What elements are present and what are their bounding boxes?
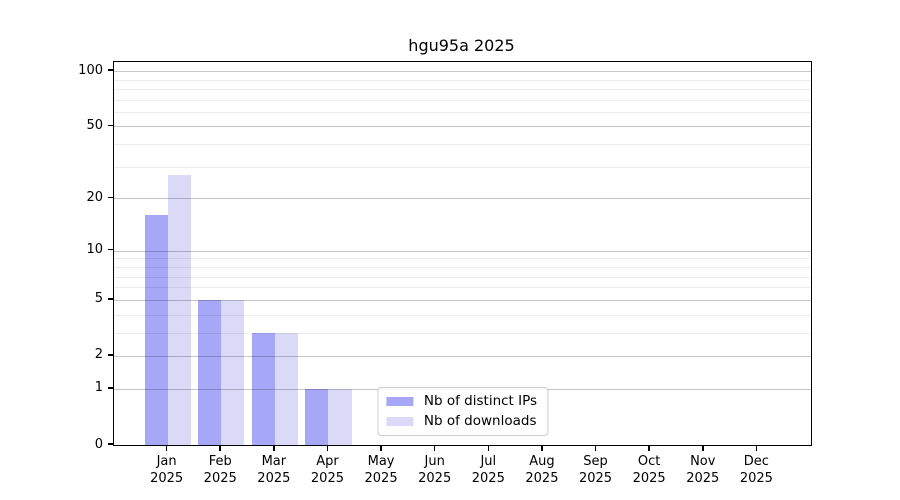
y-tick-mark	[108, 298, 113, 300]
gridline-minor	[114, 276, 811, 278]
gridline-minor	[114, 144, 811, 146]
y-tick-label: 50	[86, 117, 103, 133]
gridline-minor	[114, 88, 811, 90]
x-tick-label: Jun 2025	[418, 454, 452, 486]
x-tick-label: Feb 2025	[203, 454, 237, 486]
x-tick-mark	[380, 445, 382, 451]
gridline-major	[114, 250, 811, 252]
y-tick-mark	[108, 69, 113, 71]
gridline-minor	[114, 258, 811, 260]
gridline-major	[114, 71, 811, 73]
legend-row-downloads: Nb of downloads	[385, 413, 537, 429]
gridline-minor	[114, 166, 811, 168]
x-tick-label: Jul 2025	[471, 454, 505, 486]
x-tick-label: May 2025	[364, 454, 398, 486]
legend-row-distinct-ips: Nb of distinct IPs	[385, 393, 538, 409]
x-tick-label: Dec 2025	[739, 454, 773, 486]
bar-distinct-ips	[305, 388, 329, 445]
gridline-minor	[114, 99, 811, 101]
bar-downloads	[167, 175, 191, 445]
x-tick-mark	[702, 445, 704, 451]
gridline-minor	[114, 266, 811, 268]
gridline-major	[114, 126, 811, 128]
x-tick-mark	[433, 445, 436, 451]
bar-downloads	[221, 299, 245, 445]
legend-swatch-distinct-ips	[385, 396, 413, 406]
x-tick-mark	[594, 445, 597, 451]
x-tick-label: Apr 2025	[310, 454, 344, 486]
x-tick-label: Nov 2025	[686, 454, 720, 486]
gridline-major	[114, 198, 811, 200]
gridline-minor	[114, 111, 811, 113]
y-tick-mark	[108, 248, 113, 251]
bar-downloads	[328, 388, 352, 445]
legend-label-downloads: Nb of downloads	[423, 413, 537, 429]
y-tick-label: 0	[94, 436, 103, 452]
x-tick-mark	[165, 445, 168, 451]
bar-downloads	[274, 332, 298, 445]
x-tick-mark	[648, 445, 650, 451]
y-tick-label: 1	[94, 380, 103, 396]
x-tick-label: Mar 2025	[257, 454, 291, 486]
x-tick-label: Jan 2025	[150, 454, 184, 486]
bar-distinct-ips	[251, 332, 275, 445]
chart-title: hgu95a 2025	[408, 36, 515, 55]
x-tick-label: Aug 2025	[525, 454, 559, 486]
y-tick-mark	[108, 124, 113, 127]
x-tick-mark	[219, 445, 221, 451]
y-tick-mark	[108, 443, 113, 445]
y-tick-mark	[108, 196, 113, 199]
x-tick-mark	[326, 445, 329, 451]
y-tick-label: 5	[94, 291, 103, 307]
x-tick-mark	[541, 445, 543, 451]
x-tick-label: Oct 2025	[632, 454, 666, 486]
bar-distinct-ips	[198, 299, 222, 445]
y-tick-mark	[108, 387, 113, 389]
x-tick-mark	[273, 445, 275, 451]
x-tick-mark	[487, 445, 490, 451]
y-tick-label: 10	[86, 242, 103, 258]
x-tick-mark	[755, 445, 758, 451]
y-tick-label: 20	[86, 189, 103, 205]
gridline-minor	[114, 287, 811, 289]
legend-swatch-downloads	[385, 416, 413, 426]
gridline-minor	[114, 79, 811, 81]
plot-area: Nb of distinct IPs Nb of downloads	[113, 61, 812, 446]
bar-distinct-ips	[144, 215, 168, 445]
x-tick-label: Sep 2025	[578, 454, 613, 486]
y-tick-mark	[108, 354, 113, 356]
y-tick-label: 2	[94, 347, 103, 363]
y-tick-label: 100	[78, 62, 103, 78]
legend-label-distinct-ips: Nb of distinct IPs	[423, 393, 538, 409]
legend: Nb of distinct IPs Nb of downloads	[376, 387, 549, 436]
